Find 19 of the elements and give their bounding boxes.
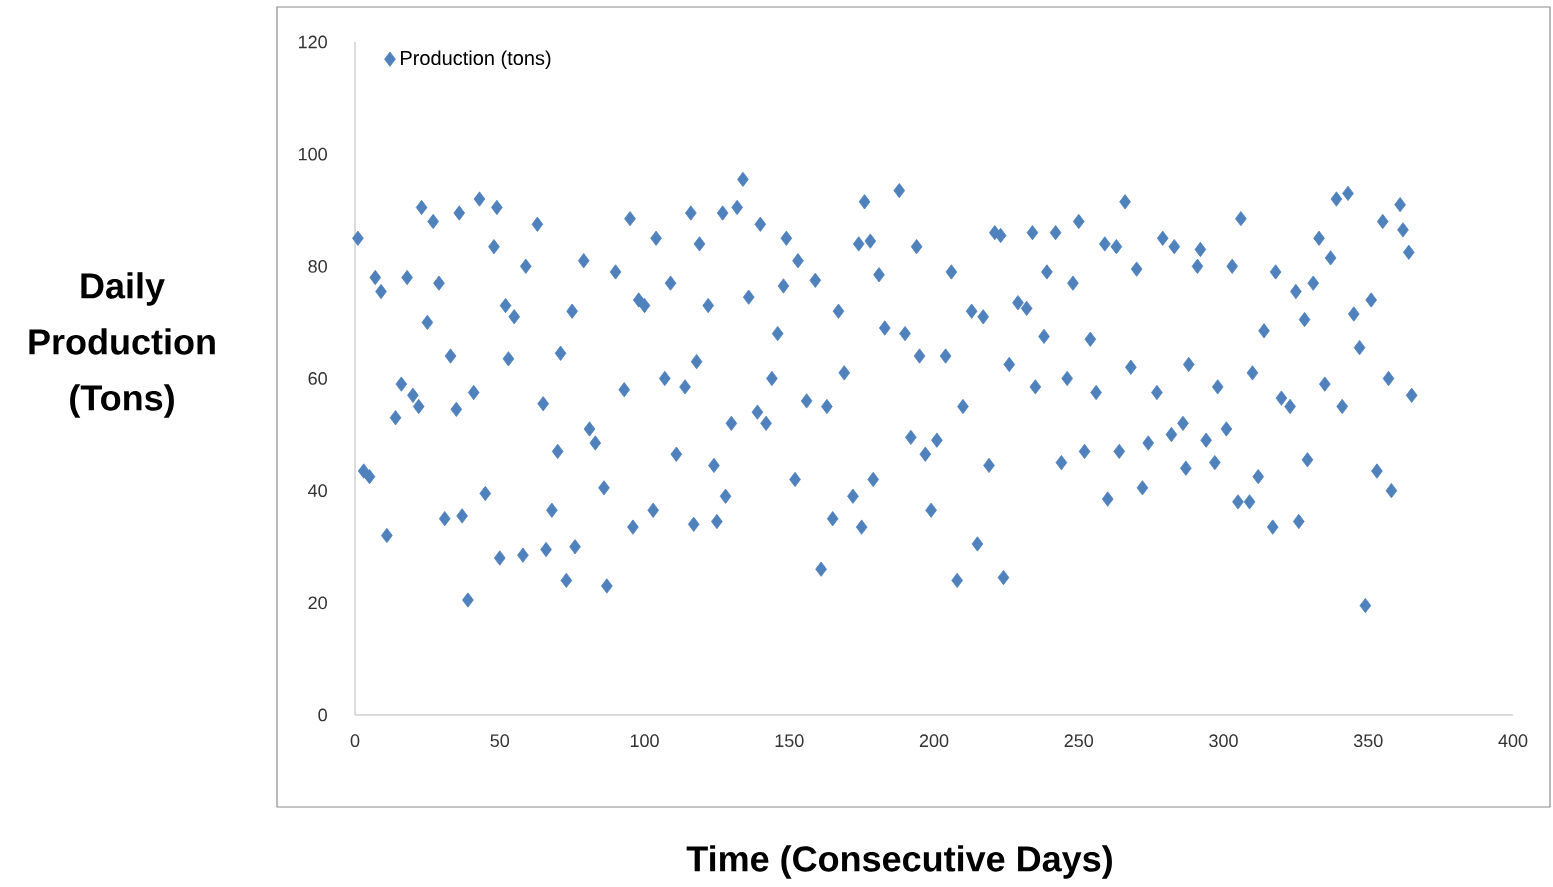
y-tick-label: 120 [299, 35, 327, 49]
y-tick-label: 100 [299, 147, 327, 161]
x-tick-label: 150 [775, 734, 804, 748]
y-tick-label: 80 [308, 259, 327, 273]
legend-label: Production (tons) [401, 50, 551, 70]
x-tick-label: 50 [490, 734, 510, 748]
y-tick-label: 40 [308, 484, 327, 498]
x-axis-title: Time (Consecutive Days) [686, 845, 1112, 879]
y-axis-title: Daily Production (Tons) [29, 272, 215, 418]
x-tick-label: 250 [1064, 734, 1094, 748]
x-tick-label: 400 [1498, 734, 1528, 748]
x-tick-label: 350 [1353, 734, 1383, 748]
y-tick-label: 60 [308, 372, 327, 385]
y-tick-label: 0 [318, 708, 327, 722]
x-tick-label: 300 [1209, 734, 1238, 748]
x-tick-label: 200 [919, 734, 949, 748]
y-tick-label: 20 [308, 596, 327, 610]
x-tick-label: 0 [350, 734, 360, 748]
x-tick-label: 100 [630, 734, 659, 748]
